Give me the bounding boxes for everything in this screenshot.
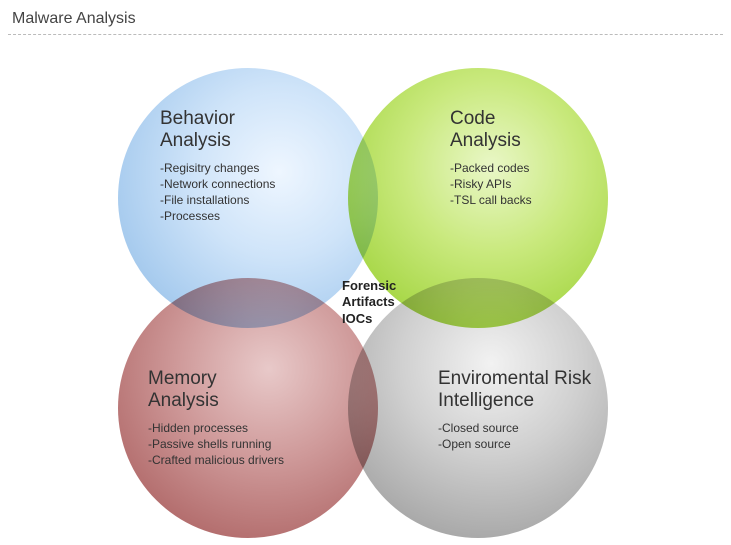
label-behavior: Behavior Analysis -Regisitry changes-Net… xyxy=(160,108,275,224)
page-title: Malware Analysis xyxy=(12,10,136,28)
memory-title-l1: Memory xyxy=(148,368,217,389)
center-l3: IOCs xyxy=(342,311,372,326)
center-l2: Artifacts xyxy=(342,294,395,309)
behavior-title: Behavior Analysis xyxy=(160,108,275,152)
code-title-l2: Analysis xyxy=(450,130,521,151)
code-items: -Packed codes-Risky APIs-TSL call backs xyxy=(450,160,532,209)
behavior-title-l2: Analysis xyxy=(160,130,231,151)
title-divider xyxy=(8,34,723,35)
label-memory: Memory Analysis -Hidden processes-Passiv… xyxy=(148,368,284,468)
code-title-l1: Code xyxy=(450,108,495,129)
center-l1: Forensic xyxy=(342,278,396,293)
envrisk-items: -Closed source-Open source xyxy=(438,420,591,452)
venn-diagram: Behavior Analysis -Regisitry changes-Net… xyxy=(0,48,731,545)
label-envrisk: Enviromental Risk Intelligence -Closed s… xyxy=(438,368,591,452)
behavior-title-l1: Behavior xyxy=(160,108,235,129)
envrisk-title-l1: Enviromental Risk xyxy=(438,368,591,389)
behavior-items: -Regisitry changes-Network connections-F… xyxy=(160,160,275,225)
memory-title-l2: Analysis xyxy=(148,390,219,411)
memory-items: -Hidden processes-Passive shells running… xyxy=(148,420,284,469)
envrisk-title: Enviromental Risk Intelligence xyxy=(438,368,591,412)
label-code: Code Analysis -Packed codes-Risky APIs-T… xyxy=(450,108,532,208)
center-label: Forensic Artifacts IOCs xyxy=(342,278,396,327)
envrisk-title-l2: Intelligence xyxy=(438,390,534,411)
code-title: Code Analysis xyxy=(450,108,532,152)
memory-title: Memory Analysis xyxy=(148,368,284,412)
